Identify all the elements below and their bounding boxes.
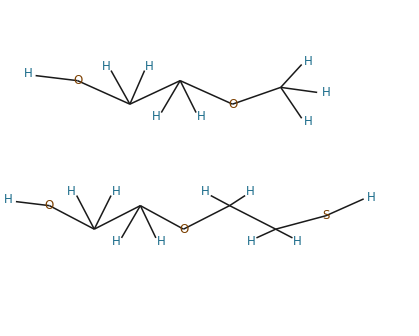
- Text: H: H: [67, 185, 76, 198]
- Text: H: H: [24, 68, 32, 80]
- Text: O: O: [73, 74, 82, 87]
- Text: H: H: [112, 236, 121, 248]
- Text: H: H: [246, 185, 254, 198]
- Text: H: H: [293, 236, 302, 248]
- Text: H: H: [152, 110, 160, 123]
- Text: H: H: [112, 185, 120, 198]
- Text: O: O: [179, 223, 188, 236]
- Text: H: H: [4, 194, 13, 206]
- Text: O: O: [45, 199, 54, 212]
- Text: H: H: [102, 60, 110, 73]
- Text: H: H: [322, 86, 331, 99]
- Text: H: H: [202, 185, 210, 198]
- Text: H: H: [247, 236, 256, 248]
- Text: H: H: [367, 191, 375, 204]
- Text: H: H: [157, 236, 165, 248]
- Text: H: H: [145, 60, 154, 73]
- Text: H: H: [197, 110, 205, 123]
- Text: O: O: [228, 98, 237, 111]
- Text: H: H: [304, 115, 313, 128]
- Text: H: H: [304, 55, 313, 68]
- Text: S: S: [322, 209, 330, 222]
